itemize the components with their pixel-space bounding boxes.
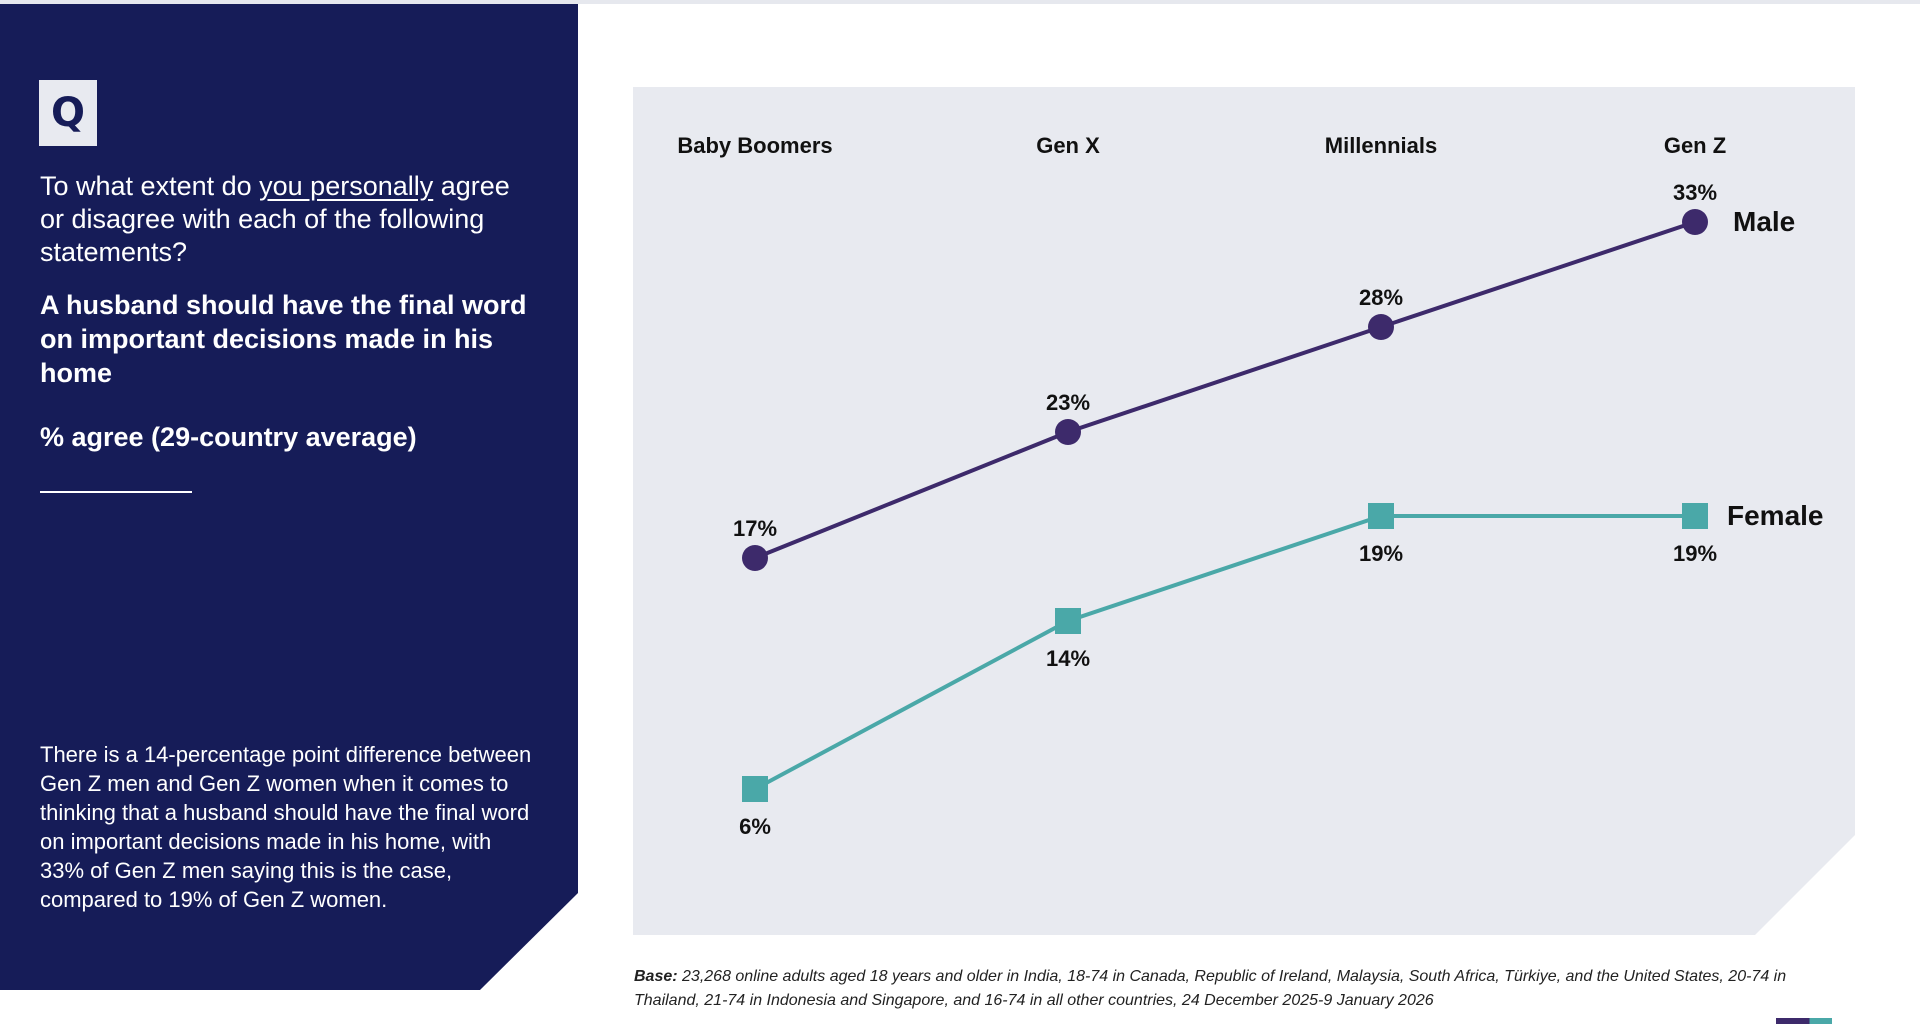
series-line-male: [754, 220, 1696, 560]
base-note: Base: 23,268 online adults aged 18 years…: [634, 965, 1854, 1013]
data-label: 19%: [1673, 541, 1717, 566]
data-point: [1682, 503, 1708, 529]
question-panel: Q To what extent do you personally agree…: [0, 4, 578, 990]
category-label: Millennials: [1325, 133, 1437, 158]
question-emphasis: you personally: [259, 171, 434, 201]
data-point: [1682, 209, 1708, 235]
data-label: 14%: [1046, 646, 1090, 671]
data-label: 23%: [1046, 390, 1090, 415]
data-point: [1368, 503, 1394, 529]
insight-text: There is a 14-percentage point differenc…: [40, 742, 532, 912]
base-text: 23,268 online adults aged 18 years and o…: [634, 968, 1787, 1009]
question-post: agree or disagree with each of the follo…: [40, 171, 510, 267]
data-label: 17%: [733, 516, 777, 541]
chart-background: [633, 87, 1855, 935]
brand-bar: [1776, 1018, 1832, 1024]
question-text: To what extent do you personally agree o…: [40, 170, 540, 269]
data-label: 6%: [739, 814, 771, 839]
measure-label: % agree (29-country average): [40, 422, 417, 452]
data-point: [1055, 608, 1081, 634]
data-point: [1368, 314, 1394, 340]
data-label: 19%: [1359, 541, 1403, 566]
statement-text: A husband should have the final word on …: [40, 290, 527, 388]
category-label: Baby Boomers: [677, 133, 832, 158]
legend-label-female: Female: [1727, 500, 1824, 531]
q-logo-icon: Q: [39, 80, 97, 146]
base-label: Base:: [634, 968, 678, 985]
legend-label-male: Male: [1733, 206, 1795, 237]
top-border: [0, 0, 1920, 4]
data-label: 28%: [1359, 285, 1403, 310]
series-line-female: [754, 514, 1695, 791]
category-label: Gen Z: [1664, 133, 1726, 158]
data-point: [742, 776, 768, 802]
data-point: [1055, 419, 1081, 445]
category-label: Gen X: [1036, 133, 1100, 158]
data-label: 33%: [1673, 180, 1717, 205]
question-pre: To what extent do: [40, 171, 260, 201]
divider: [40, 491, 192, 493]
data-point: [742, 545, 768, 571]
